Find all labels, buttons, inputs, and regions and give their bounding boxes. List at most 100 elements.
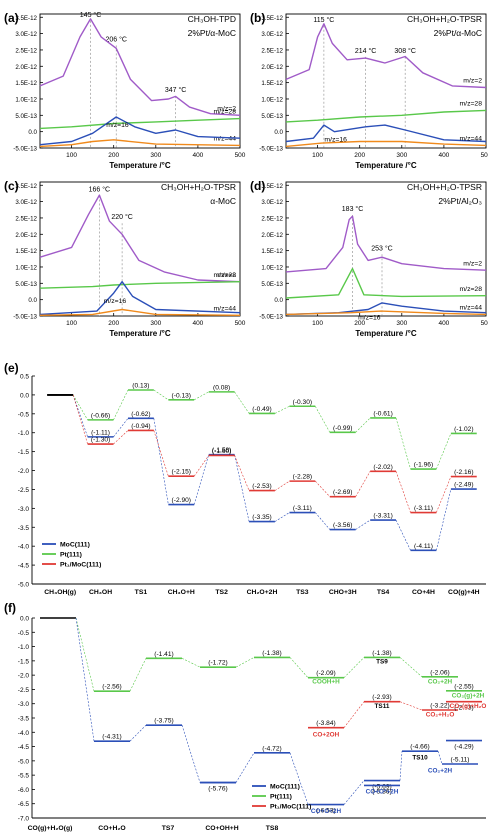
panel-c-title: CH₃OH+H₂O-TPSR bbox=[161, 182, 236, 192]
connector bbox=[274, 480, 290, 491]
x-tick-label: 100 bbox=[312, 152, 323, 159]
y-tick-label: -5.0E-13 bbox=[259, 314, 283, 321]
legend-label: Pt₁/MoC(111) bbox=[270, 804, 311, 811]
energy-label: (0.13) bbox=[132, 382, 149, 389]
connector bbox=[75, 617, 95, 692]
x-tick-label: 400 bbox=[192, 152, 203, 159]
category-label: TS1 bbox=[135, 589, 148, 596]
legend-label: Pt(111) bbox=[60, 552, 82, 559]
energy-label: (-6.53) bbox=[316, 808, 335, 815]
y-tick-label: 0.0 bbox=[274, 297, 283, 304]
tpd-panel-b: 3.5E-12 3.0E-12 2.5E-12 2.0E-12 1.5E-12 1.0E-… bbox=[259, 13, 488, 170]
y-tick-label: 1.0E-12 bbox=[261, 96, 283, 103]
plot-frame bbox=[285, 13, 487, 149]
peak-label: 347 °C bbox=[165, 86, 186, 94]
category-label: TS4 bbox=[377, 589, 390, 596]
category-label: CH₃OH(g) bbox=[44, 589, 76, 596]
energy-label: (-1.60) bbox=[212, 448, 231, 455]
y-tick-label: -3.0 bbox=[18, 701, 30, 708]
tpd-panel-c: 3.5E-12 3.0E-12 2.5E-12 2.0E-12 1.5E-12 1.0E-… bbox=[13, 181, 246, 338]
series-label: m/z=16 bbox=[104, 298, 127, 305]
connector bbox=[399, 701, 423, 711]
energy-label: (-1.96) bbox=[414, 462, 433, 469]
connector bbox=[395, 519, 411, 551]
series-line-m/z-16 bbox=[39, 281, 241, 316]
y-tick-label: -2.0 bbox=[18, 673, 30, 680]
connector bbox=[274, 512, 290, 522]
legend-label: Pt₁/MoC(111) bbox=[60, 562, 101, 569]
series-line-m/z-28 bbox=[39, 117, 241, 130]
connector bbox=[181, 725, 201, 783]
connector bbox=[315, 512, 331, 530]
peak-label: 214 °C bbox=[355, 47, 376, 55]
series-line-m/z-44 bbox=[39, 139, 241, 148]
x-tick-label: 500 bbox=[481, 320, 488, 327]
y-tick-label: -1.5 bbox=[18, 449, 30, 456]
y-tick-label: 0.0 bbox=[20, 392, 29, 399]
tpd-panel-a: 3.5E-12 3.0E-12 2.5E-12 2.0E-12 1.5E-12 1.0E-… bbox=[13, 11, 246, 170]
state-label: COOH+H bbox=[312, 679, 340, 686]
energy-label: (-1.72) bbox=[208, 660, 227, 667]
y-tick-label: 2.5E-12 bbox=[15, 215, 37, 222]
series-label: m/z=2 bbox=[217, 105, 236, 112]
panel-letter-e: (e) bbox=[4, 361, 19, 375]
y-tick-label: -4.0 bbox=[18, 544, 30, 551]
x-tick-label: 100 bbox=[66, 320, 77, 327]
panel-letter-a: (a) bbox=[4, 11, 19, 25]
energy-label: (-1.38) bbox=[262, 650, 281, 657]
connector bbox=[193, 454, 210, 505]
peak-label: 115 °C bbox=[313, 16, 334, 24]
connector bbox=[395, 471, 411, 513]
state-label: TS10 bbox=[412, 754, 428, 761]
y-tick-label: -6.5 bbox=[18, 801, 30, 808]
peak-label: 166 °C bbox=[89, 185, 110, 193]
connector bbox=[181, 658, 201, 668]
energy-label: (-3.31) bbox=[373, 513, 392, 520]
y-tick-label: 1.0E-12 bbox=[261, 264, 283, 271]
category-label: CO(g)+4H bbox=[448, 589, 480, 596]
energy-label: (-0.94) bbox=[131, 423, 150, 430]
peak-label: 308 °C bbox=[394, 47, 415, 55]
connector bbox=[153, 418, 169, 505]
y-tick-label: -1.0 bbox=[18, 644, 30, 651]
connector bbox=[399, 751, 403, 781]
series-label: m/z=44 bbox=[460, 304, 483, 311]
y-tick-label: 2.0E-12 bbox=[15, 64, 37, 71]
panel-letter-c: (c) bbox=[4, 179, 19, 193]
y-tick-label: -3.0 bbox=[18, 506, 30, 513]
energy-label: (-0.99) bbox=[333, 425, 352, 432]
energy-label: (-2.49) bbox=[454, 482, 473, 489]
category-label: CH₂O+2H bbox=[247, 589, 278, 596]
y-tick-label: -6.0 bbox=[18, 787, 30, 794]
y-tick-label: 3.5E-12 bbox=[15, 15, 37, 22]
connector bbox=[315, 406, 331, 433]
connector bbox=[193, 455, 209, 477]
connector bbox=[355, 417, 371, 433]
connector bbox=[72, 394, 88, 437]
series-label: m/z=2 bbox=[463, 260, 482, 267]
y-tick-label: 3.0E-12 bbox=[15, 199, 37, 206]
y-tick-label: 2.5E-12 bbox=[15, 47, 37, 54]
energy-label: (-0.13) bbox=[172, 392, 191, 399]
x-tick-label: 200 bbox=[108, 320, 119, 327]
series-line-m/z-2 bbox=[285, 215, 487, 273]
category-label: CO+4H bbox=[412, 589, 435, 596]
y-tick-label: 2.0E-12 bbox=[15, 232, 37, 239]
y-tick-label: -2.0 bbox=[18, 468, 30, 475]
category-label: CO+H₂O bbox=[98, 825, 125, 832]
plot-frame bbox=[39, 13, 241, 149]
category-label: CH₃OH bbox=[89, 589, 112, 596]
y-tick-label: 1.0E-12 bbox=[15, 96, 37, 103]
energy-label: (-3.84) bbox=[316, 720, 335, 727]
energy-label: (-2.53) bbox=[252, 483, 271, 490]
y-tick-label: -1.0 bbox=[18, 430, 30, 437]
energy-label: (-0.66) bbox=[91, 412, 110, 419]
energy-label: (-1.11) bbox=[91, 429, 110, 436]
y-tick-label: -5.0E-13 bbox=[13, 146, 37, 153]
y-tick-label: 2.0E-12 bbox=[261, 232, 283, 239]
energy-label: (-2.09) bbox=[316, 670, 335, 677]
y-tick-label: 5.0E-13 bbox=[15, 281, 37, 288]
category-label: TS3 bbox=[296, 589, 309, 596]
series-line-m/z-28 bbox=[285, 267, 487, 299]
panel-b-title: CH₃OH+H₂O-TPSR bbox=[407, 14, 482, 24]
